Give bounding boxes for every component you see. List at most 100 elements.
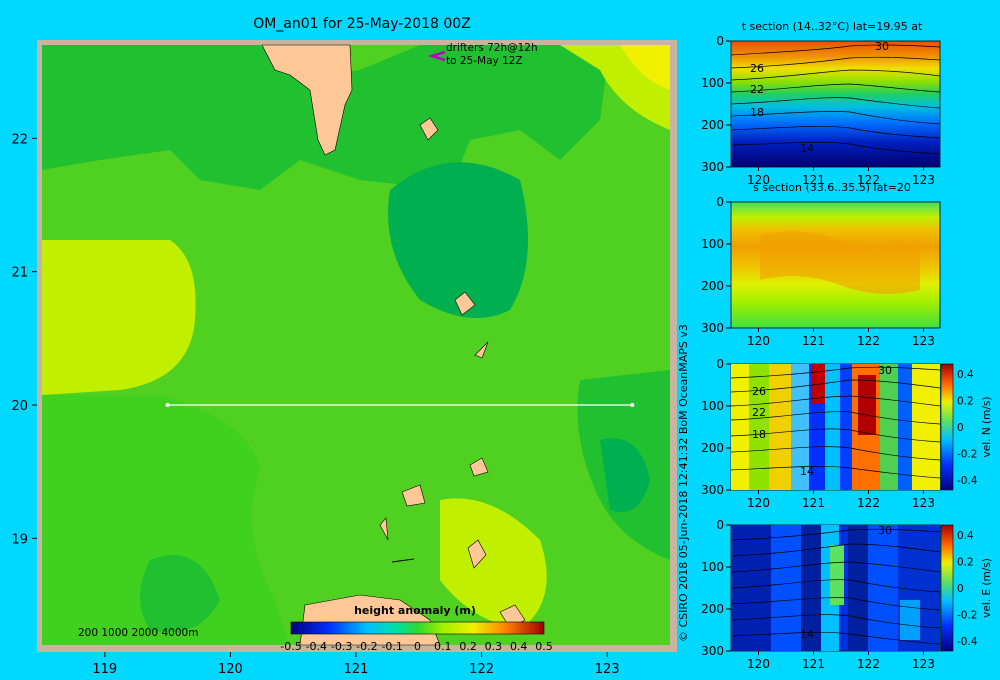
vel-e-colorbar-ramp	[940, 524, 954, 652]
panel-y-tick-label: 300	[701, 160, 724, 174]
colorbar-tick-label: 0	[957, 422, 964, 434]
panel-x-tick-label: 122	[857, 334, 880, 348]
vn-contour-label-14: 14	[800, 465, 814, 478]
t-contour-label-26: 26	[750, 62, 764, 75]
map-title: OM_an01 for 25-May-2018 00Z	[253, 16, 471, 32]
vel-n-section: 26 22 18 14 30	[730, 363, 941, 491]
anomaly-zone-southwest	[42, 395, 290, 645]
drifter-arrow-icon	[427, 50, 446, 62]
vel-e-colorbar: 0.4 0.2 0 -0.2 -0.4 vel. E (m/s)	[940, 524, 993, 652]
drifter-note-line2: to 25-May 12Z	[446, 55, 523, 67]
panel-x-tick-label: 121	[802, 334, 825, 348]
panel-y-tick-label: 100	[701, 237, 724, 251]
map-y-tick-label: 20	[11, 399, 28, 414]
panel-x-tick-label: 121	[802, 657, 825, 671]
island-g	[379, 517, 389, 541]
salinity-core	[760, 231, 920, 294]
panel1-axes: 0 100 200 300 120 121 122 123	[701, 34, 935, 187]
colorbar-tick-label: 0.2	[957, 396, 974, 408]
vel-n-colorbar-label: vel. N (m/s)	[981, 397, 993, 458]
map-colorbar-tick-label: -0.1	[381, 640, 402, 653]
vn-contour-label-26: 26	[752, 385, 766, 398]
panel2-title: s section (33.6..35.5) lat=20	[753, 181, 911, 194]
salinity-section	[730, 201, 941, 329]
map-x-axis: 119 120 121 122 123	[92, 652, 620, 677]
map-colorbar-tick-label: 0.3	[485, 640, 503, 653]
map-y-tick-label: 19	[11, 532, 28, 547]
panel-y-tick-label: 300	[701, 321, 724, 335]
t-contour-label-30: 30	[875, 40, 889, 53]
section-line-end	[630, 403, 635, 407]
vn-contour-label-30: 30	[878, 364, 892, 377]
panel-y-tick-label: 300	[701, 483, 724, 497]
map-colorbar-tick-label: 0.2	[459, 640, 477, 653]
panel-y-tick-label: 300	[701, 644, 724, 658]
t-contour-label-18: 18	[750, 106, 764, 119]
panel-y-tick-label: 0	[716, 357, 724, 371]
ve-contour-label-14: 14	[800, 628, 814, 641]
island-c	[474, 341, 489, 359]
panel-x-tick-label: 120	[747, 657, 770, 671]
colorbar-tick-label: -0.2	[957, 610, 978, 622]
anomaly-zone-sw-low	[140, 555, 220, 632]
map-x-tick-label: 120	[218, 662, 243, 677]
colorbar-tick-label: 0.4	[957, 530, 974, 542]
map-colorbar-tick-label: 0.4	[510, 640, 528, 653]
panel-y-tick-label: 0	[716, 195, 724, 209]
map-colorbar-tick-label: 0	[414, 640, 421, 653]
anomaly-zone-south	[440, 498, 547, 630]
vel-e-section: 30 14	[730, 524, 941, 652]
panel-x-tick-label: 123	[912, 657, 935, 671]
colorbar-tick-label: -0.2	[957, 449, 978, 461]
section-line-start	[165, 403, 170, 407]
drifter-note-line1: drifters 72h@12h	[446, 42, 538, 54]
colorbar-tick-label: 0.4	[957, 369, 974, 381]
vn-contour-label-22: 22	[752, 406, 766, 419]
anomaly-zone-ne-high	[620, 45, 670, 90]
panel-x-tick-label: 120	[747, 334, 770, 348]
map-y-axis: 22 21 20 19	[11, 132, 37, 547]
panel-y-tick-label: 0	[716, 518, 724, 532]
vel-e-colorbar-label: vel. E (m/s)	[981, 558, 993, 618]
panel-x-tick-label: 123	[912, 334, 935, 348]
island-d	[469, 457, 489, 477]
island-f	[467, 539, 487, 569]
map-colorbar-ticks: -0.5 -0.4 -0.3 -0.2 -0.1 0 0.1 0.2 0.3 0.4 0.5	[280, 640, 552, 653]
colorbar-title: height anomaly (m)	[354, 604, 476, 617]
island-a	[419, 117, 439, 141]
vn-contour-label-18: 18	[752, 428, 766, 441]
map-colorbar-tick-label: 0.1	[434, 640, 452, 653]
depth-legend: 200 1000 2000 4000m	[78, 627, 198, 639]
map-y-tick-label: 21	[11, 266, 28, 281]
panel-y-tick-label: 200	[701, 441, 724, 455]
vel-e-colorbar-ticks: 0.4 0.2 0 -0.2 -0.4	[957, 530, 978, 648]
map-colorbar-tick-label: -0.5	[280, 640, 301, 653]
map-colorbar-ramp	[290, 621, 545, 635]
panel-y-tick-label: 100	[701, 560, 724, 574]
drifter-marker	[427, 50, 446, 62]
panel-y-tick-label: 200	[701, 279, 724, 293]
panel-x-tick-label: 121	[802, 173, 825, 187]
vel-e-contours	[731, 528, 940, 645]
anomaly-field	[42, 45, 670, 645]
panel3-axes: 0 100 200 300 120 121 122 123	[701, 357, 935, 510]
panel-x-tick-label: 120	[747, 173, 770, 187]
map-colorbar-tick-label: -0.2	[356, 640, 377, 653]
anomaly-zone-east-low	[600, 438, 650, 512]
colorbar-tick-label: -0.4	[957, 636, 978, 648]
map-colorbar-tick-label: -0.3	[331, 640, 352, 653]
panel4-axes: 0 100 200 300 120 121 122 123	[701, 518, 935, 671]
temperature-section: 30 26 22 18 14	[730, 40, 941, 168]
vel-n-cells	[731, 364, 940, 490]
map-x-tick-label: 121	[344, 662, 369, 677]
credit-text: © CSIRO 2018 05-Jun-2018 12:41:32 BoM Oc…	[677, 324, 690, 642]
vel-n-colorbar: 0.4 0.2 0 -0.2 -0.4 vel. N (m/s)	[940, 363, 993, 491]
map-y-tick-label: 22	[11, 132, 28, 147]
map-colorbar-tick-label: -0.4	[306, 640, 327, 653]
map-x-tick-label: 119	[92, 662, 117, 677]
colorbar-tick-label: -0.4	[957, 475, 978, 487]
vel-n-colorbar-ramp	[940, 363, 954, 491]
t-contour-label-14: 14	[800, 142, 814, 155]
temperature-contours	[731, 44, 940, 155]
